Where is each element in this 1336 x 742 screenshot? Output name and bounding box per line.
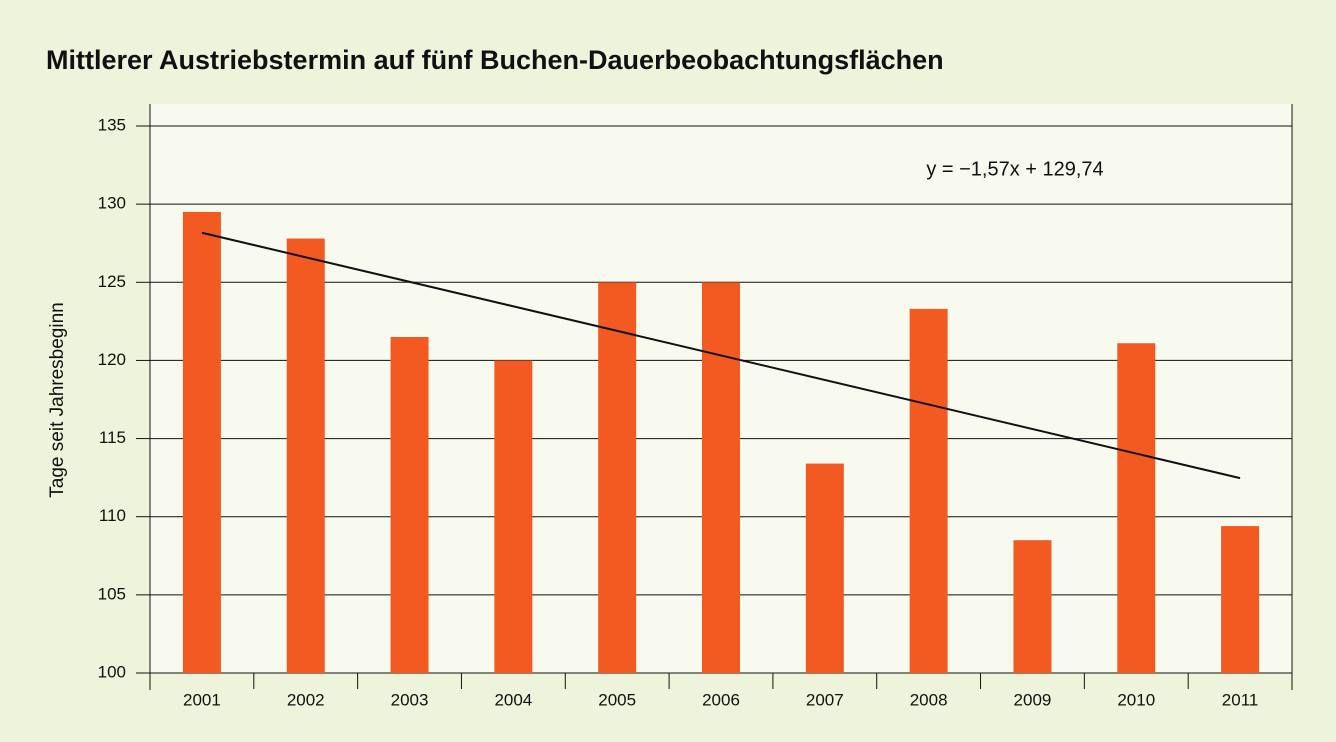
y-tick-label: 120 [98,350,126,369]
y-tick-label: 125 [98,272,126,291]
y-axis-label: Tage seit Jahresbeginn [47,302,68,497]
bar [1013,540,1052,673]
bar [805,463,844,673]
y-tick-label: 110 [99,506,126,525]
x-tick-label: 2005 [598,690,636,709]
bar [598,282,637,673]
y-tick-label: 115 [99,428,126,447]
bar [1117,343,1156,673]
y-tick-label: 130 [98,194,126,213]
x-tick-label: 2008 [910,690,948,709]
bar [182,211,221,673]
bar [702,282,740,673]
trend-line [201,231,1241,480]
x-tick-label: 2007 [806,690,844,709]
x-tick-label: 2006 [702,690,740,709]
bar [909,308,948,673]
chart-title: Mittlerer Austriebstermin auf fünf Buche… [46,45,944,75]
x-tick-label: 2009 [1014,690,1052,709]
bar [1221,526,1260,673]
x-tick-label: 2003 [391,690,429,709]
x-tick-label: 2002 [287,690,325,709]
bar [494,360,533,673]
trend-equation: y = −1,57x + 129,74 [926,158,1103,180]
x-tick-label: 2004 [494,690,532,709]
y-tick-label: 135 [98,115,126,134]
x-tick-label: 2001 [183,690,221,709]
x-tick-label: 2011 [1222,690,1259,709]
bar [390,336,429,673]
bar [286,238,325,674]
y-tick-label: 105 [98,584,126,603]
y-tick-label: 100 [98,662,126,681]
x-tick-label: 2010 [1117,690,1155,709]
